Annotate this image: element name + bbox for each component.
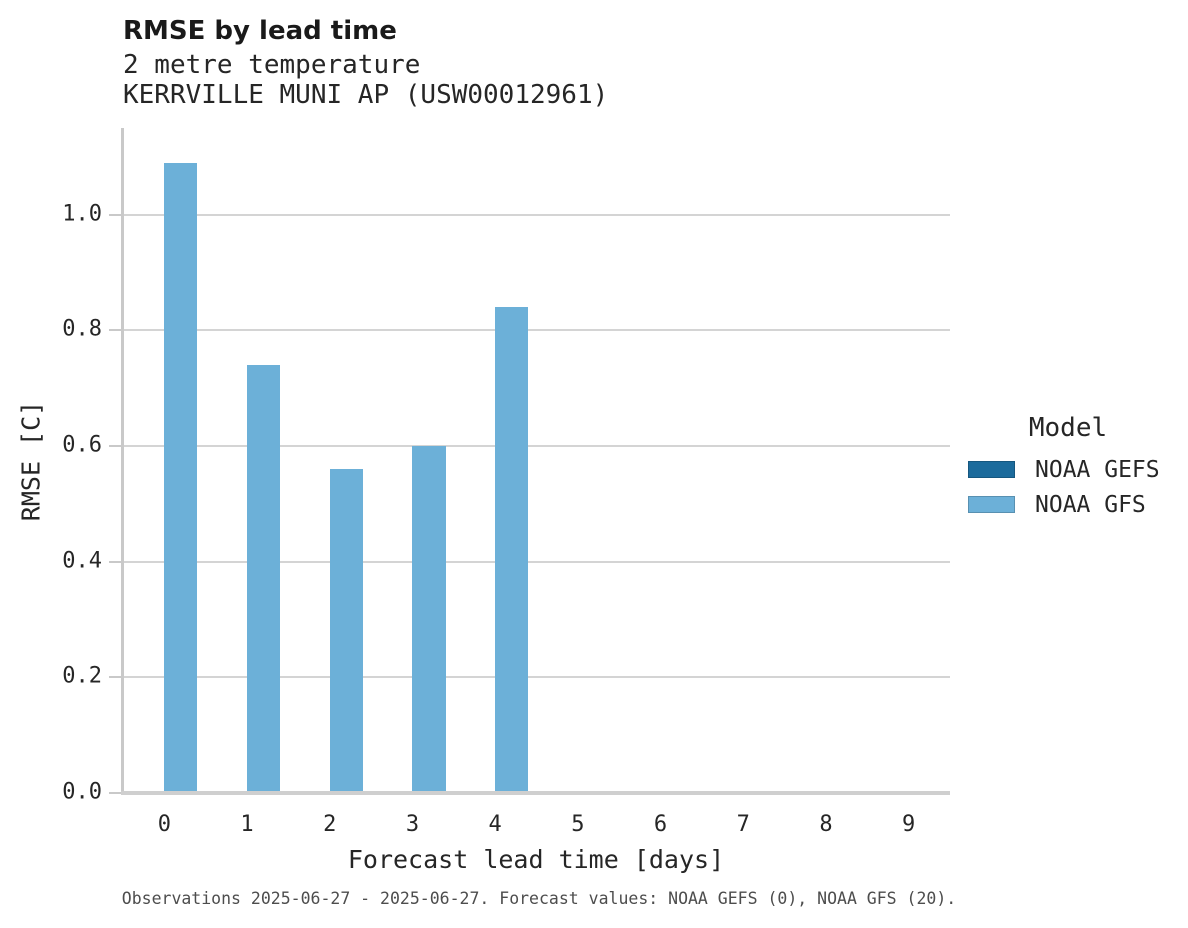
x-tick-label: 8 [819,812,833,837]
legend-swatch-noaa-gfs [968,496,1015,513]
x-tick-label: 7 [736,812,750,837]
legend-items: NOAA GEFS NOAA GFS [962,452,1174,522]
legend-item: NOAA GFS [962,487,1174,522]
x-axis-title: Forecast lead time [days] [347,845,725,874]
y-tick-mark [109,213,121,216]
footnote: Observations 2025-06-27 - 2025-06-27. Fo… [121,889,957,908]
y-tick-label: 0.8 [62,316,102,342]
x-tick-label: 6 [653,812,668,837]
chart-subtitle-station: KERRVILLE MUNI AP (USW00012961) [123,80,609,110]
bar-noaa-gfs-lead-0 [164,162,198,793]
y-tick-label: 0.4 [62,548,102,574]
x-tick-label: 3 [405,812,420,837]
legend-item-label: NOAA GEFS [1035,456,1160,483]
x-tick-label: 4 [488,812,502,837]
legend: Model NOAA GEFS NOAA GFS [962,413,1174,522]
plot-area [123,128,950,793]
chart-subtitle-variable: 2 metre temperature [123,50,421,80]
bar-noaa-gfs-lead-2 [329,469,363,793]
y-tick-mark [109,676,121,679]
legend-item-label: NOAA GFS [1035,491,1146,518]
chart-title: RMSE by lead time [123,16,397,46]
x-tick-label: 9 [902,812,916,837]
x-tick-label: 0 [157,812,171,837]
bar-noaa-gfs-lead-3 [412,446,446,793]
y-tick-mark [109,445,121,448]
y-tick-mark [109,329,121,332]
gridline [123,676,950,679]
x-axis-line [121,791,950,795]
gridline [123,445,950,448]
x-tick-label: 5 [571,812,585,837]
legend-title: Model [1028,413,1108,443]
legend-item: NOAA GEFS [962,452,1174,487]
legend-swatch-noaa-gefs [968,461,1015,478]
gridline [123,213,950,216]
y-tick-label: 0.2 [62,663,102,689]
bar-noaa-gfs-lead-1 [247,365,281,793]
y-tick-mark [109,560,121,563]
gridline [123,329,950,332]
x-tick-label: 2 [323,812,337,837]
gridline [123,560,950,563]
bar-noaa-gfs-lead-4 [495,307,529,793]
y-tick-label: 0.0 [62,779,102,805]
x-tick-label: 1 [240,812,254,837]
y-tick-label: 1.0 [62,201,102,227]
y-axis-title: RMSE [C] [16,400,46,522]
y-axis-spine [121,128,124,793]
y-tick-mark [109,792,121,794]
y-tick-label: 0.6 [62,432,102,458]
